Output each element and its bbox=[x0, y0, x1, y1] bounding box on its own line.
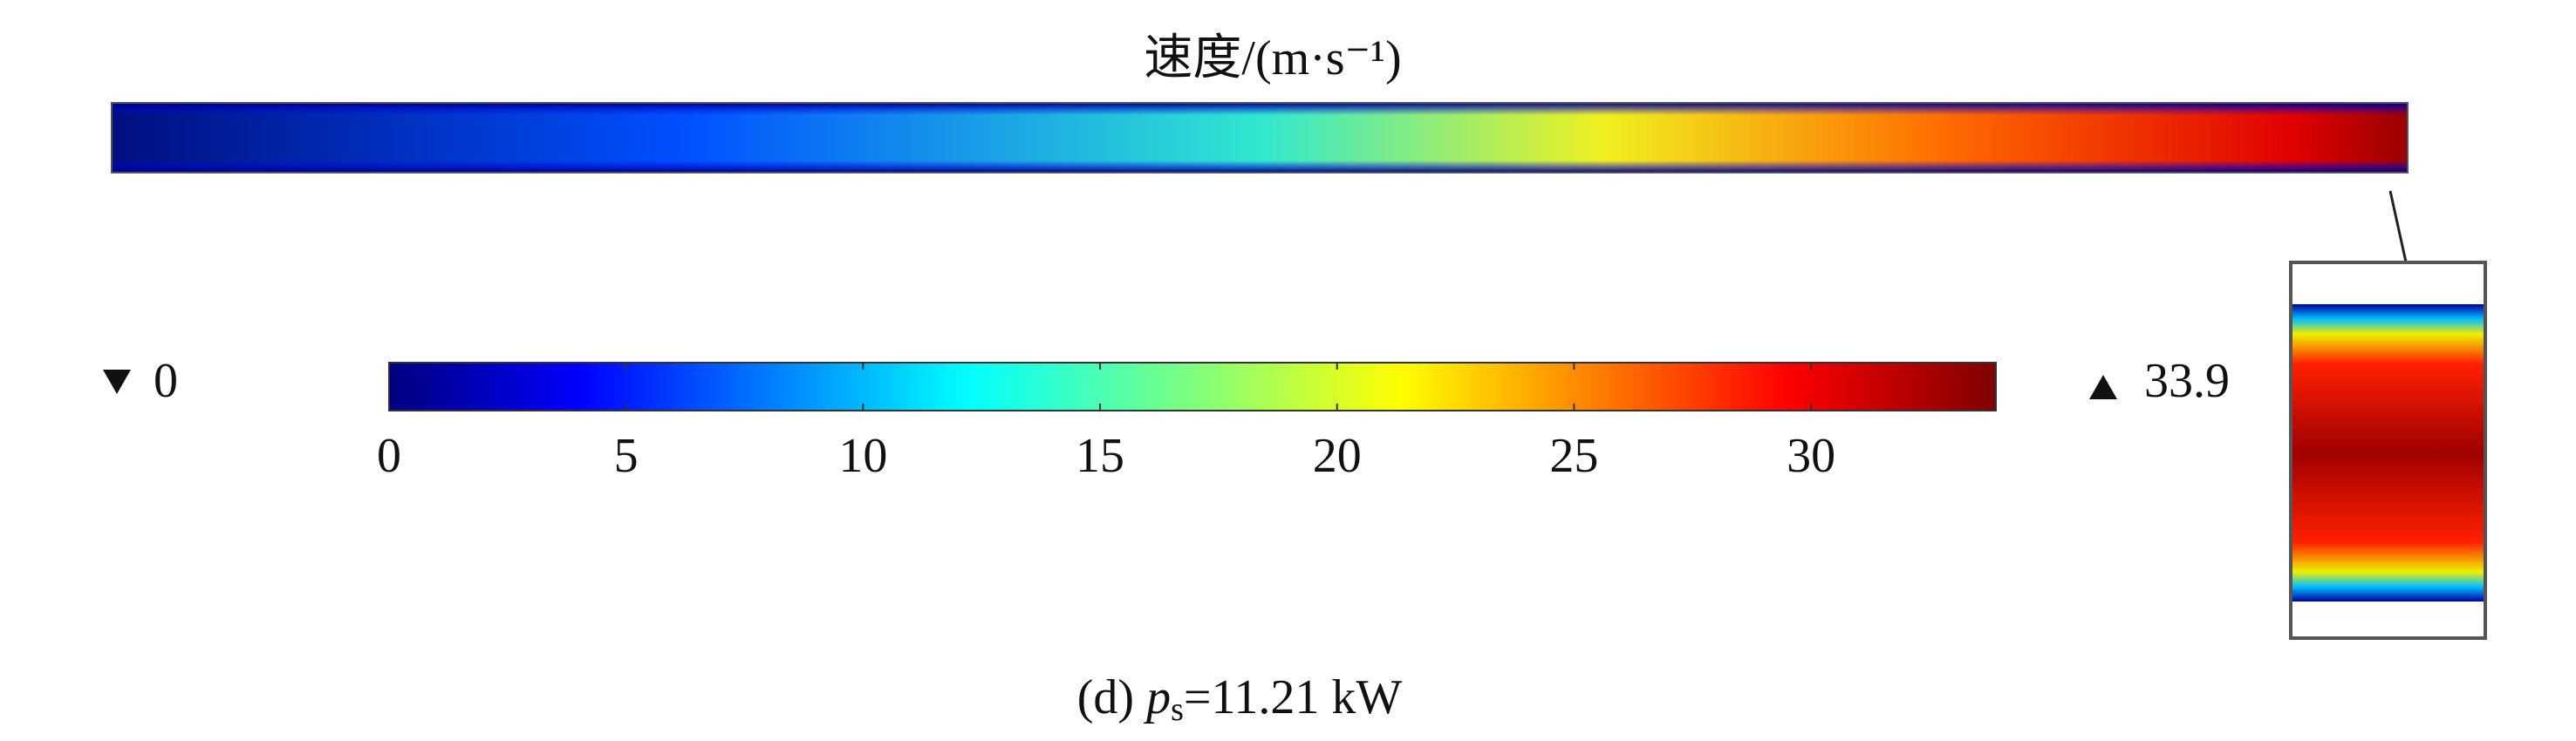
caption-value: =11.21 kW bbox=[1184, 670, 1403, 724]
caption-variable: p bbox=[1143, 670, 1171, 724]
caption-subscript: s bbox=[1171, 691, 1184, 728]
colorbar-tick-label: 0 bbox=[377, 429, 401, 483]
max-marker bbox=[2089, 375, 2117, 399]
caption-prefix: (d) bbox=[1077, 670, 1134, 724]
min-marker bbox=[103, 370, 131, 394]
connector bbox=[2388, 190, 2409, 267]
max-label: 33.9 bbox=[2144, 354, 2230, 408]
colorbar-tick-label: 30 bbox=[1787, 429, 1835, 483]
min-label: 0 bbox=[154, 354, 178, 408]
pipe-edge bbox=[112, 103, 2408, 115]
inset-field bbox=[2292, 304, 2484, 602]
title: 速度/(m·s⁻¹) bbox=[1144, 31, 1401, 85]
colorbar-tick-label: 15 bbox=[1076, 429, 1124, 483]
colorbar-tick-label: 25 bbox=[1549, 429, 1598, 483]
colorbar bbox=[388, 362, 1997, 411]
caption: (d) ps=11.21 kW bbox=[1077, 670, 1403, 728]
pipe-edge bbox=[112, 160, 2408, 173]
colorbar-tick-label: 10 bbox=[838, 429, 887, 483]
colorbar-tick-label: 5 bbox=[614, 429, 639, 483]
pipe-outline bbox=[111, 102, 2409, 173]
colorbar-tick-label: 20 bbox=[1313, 429, 1362, 483]
